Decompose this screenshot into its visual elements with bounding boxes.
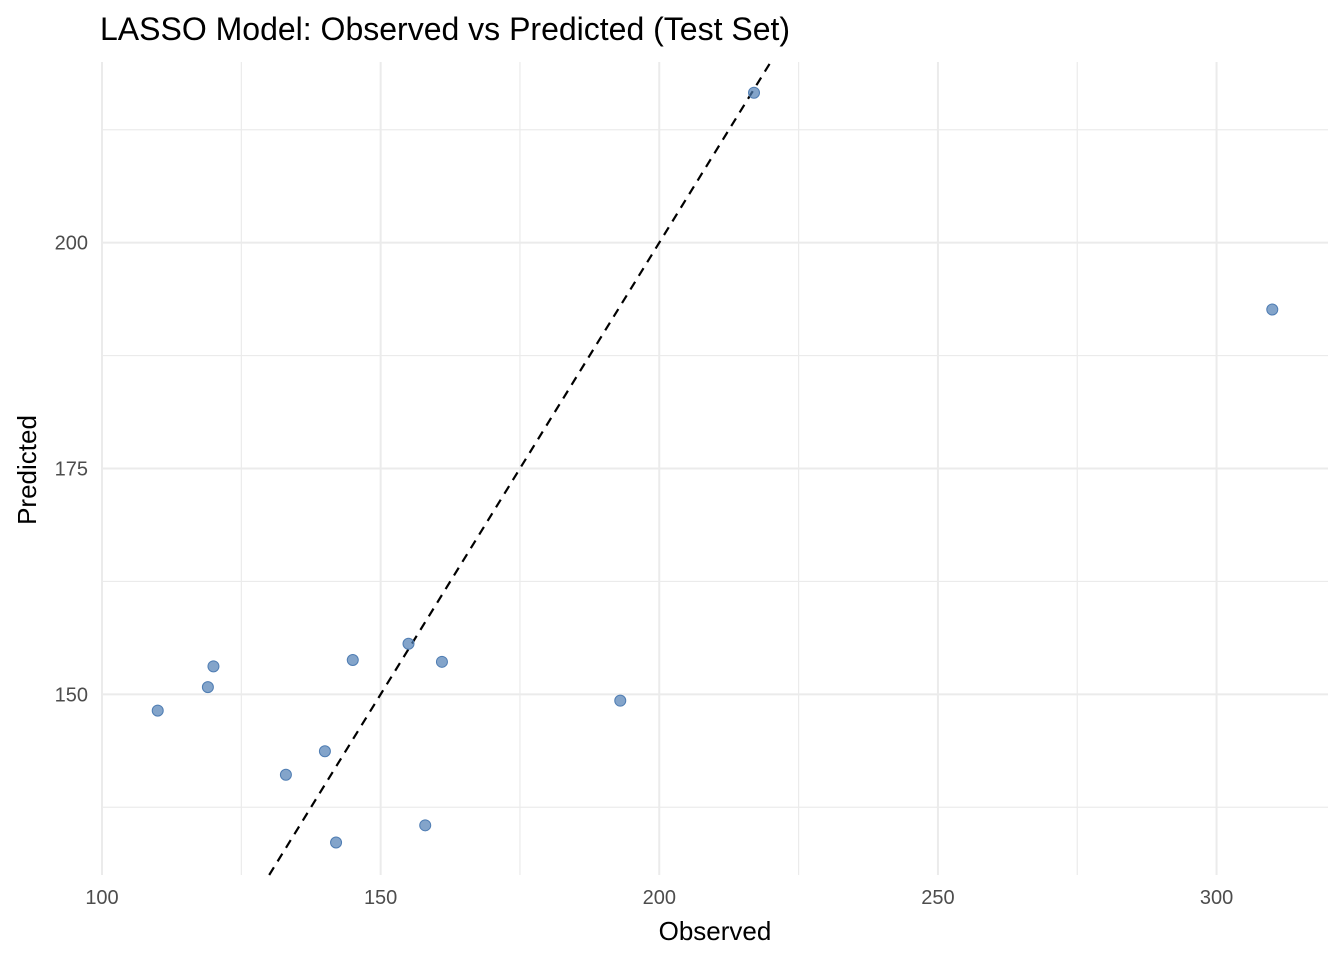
- x-axis-tick-labels: 100 150 200 250 300: [85, 887, 1233, 909]
- y-tick-label: 175: [55, 459, 88, 481]
- x-axis-title: Observed: [659, 916, 772, 946]
- data-point: [201, 681, 214, 694]
- x-tick-label: 200: [643, 887, 676, 909]
- data-point: [279, 768, 292, 781]
- data-point: [419, 819, 432, 832]
- data-point: [318, 745, 331, 758]
- x-tick-label: 300: [1200, 887, 1233, 909]
- data-point: [1266, 303, 1279, 316]
- data-point: [435, 655, 448, 668]
- major-gridlines: [101, 62, 1328, 875]
- y-tick-label: 150: [55, 684, 88, 706]
- chart-title: LASSO Model: Observed vs Predicted (Test…: [100, 11, 790, 47]
- x-tick-label: 100: [85, 887, 118, 909]
- minor-gridlines: [102, 62, 1328, 875]
- data-point: [402, 637, 415, 650]
- y-axis-tick-labels: 150 175 200: [55, 233, 88, 707]
- data-point: [346, 654, 359, 667]
- x-tick-label: 250: [921, 887, 954, 909]
- data-point: [330, 836, 343, 849]
- data-point: [207, 660, 220, 673]
- data-point: [151, 704, 164, 717]
- y-tick-label: 200: [55, 233, 88, 255]
- y-axis-title: Predicted: [12, 415, 42, 525]
- x-tick-label: 150: [364, 887, 397, 909]
- data-points: [151, 86, 1279, 849]
- data-point: [614, 694, 627, 707]
- data-point: [748, 86, 761, 99]
